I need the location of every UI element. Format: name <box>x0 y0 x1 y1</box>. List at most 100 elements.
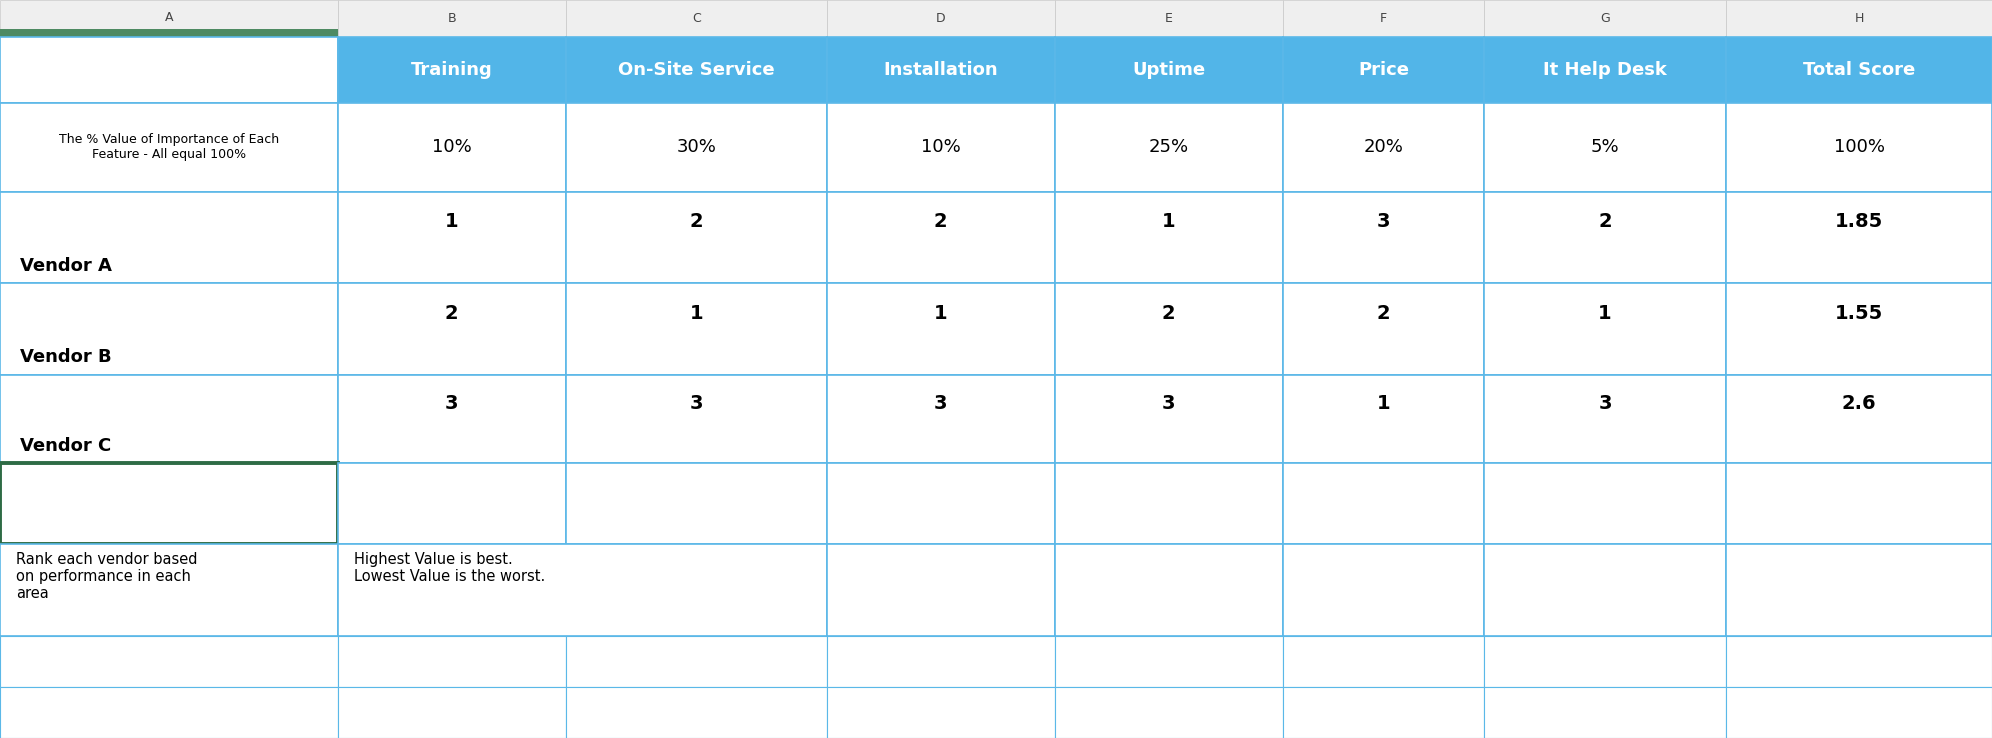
Text: 2: 2 <box>1376 304 1390 323</box>
Bar <box>827 687 1056 738</box>
Bar <box>1725 103 1992 192</box>
Bar <box>0 0 339 36</box>
Text: 30%: 30% <box>675 139 717 156</box>
Text: 5%: 5% <box>1592 139 1619 156</box>
Text: 1: 1 <box>444 212 458 231</box>
Bar <box>827 545 1056 636</box>
Bar <box>1484 192 1725 283</box>
Bar <box>1056 687 1283 738</box>
Bar <box>1056 37 1283 103</box>
Text: 10%: 10% <box>432 139 472 156</box>
Bar <box>0 30 339 36</box>
Bar <box>566 0 827 36</box>
Bar <box>1725 192 1992 283</box>
Text: 1: 1 <box>934 304 948 323</box>
Bar <box>1725 37 1992 103</box>
Bar <box>1484 463 1725 545</box>
Text: The % Value of Importance of Each
Feature - All equal 100%: The % Value of Importance of Each Featur… <box>58 134 279 162</box>
Bar <box>1283 545 1484 636</box>
Bar <box>1725 0 1992 36</box>
Bar <box>0 636 339 687</box>
Bar <box>0 283 339 376</box>
Bar <box>1056 375 1283 463</box>
Bar <box>1056 0 1283 36</box>
Text: 2: 2 <box>1598 212 1612 231</box>
Bar <box>566 192 827 283</box>
Bar <box>0 37 339 103</box>
Text: 100%: 100% <box>1833 139 1884 156</box>
Text: 2.6: 2.6 <box>1843 394 1876 413</box>
Text: Vendor C: Vendor C <box>20 437 112 455</box>
Bar <box>0 103 339 192</box>
Text: 1.85: 1.85 <box>1835 212 1882 231</box>
Bar <box>566 375 827 463</box>
Bar <box>339 37 566 103</box>
Text: 1.55: 1.55 <box>1835 304 1882 323</box>
Text: 3: 3 <box>1376 212 1390 231</box>
Bar <box>1056 192 1283 283</box>
Bar <box>1283 0 1484 36</box>
Bar <box>0 375 339 463</box>
Text: Installation: Installation <box>882 61 998 79</box>
Text: 2: 2 <box>689 212 703 231</box>
Text: C: C <box>691 12 701 25</box>
Text: 1: 1 <box>1598 304 1612 323</box>
Text: Training: Training <box>410 61 492 79</box>
Bar <box>1283 37 1484 103</box>
Text: A: A <box>165 10 173 24</box>
Bar <box>1725 463 1992 545</box>
Text: H: H <box>1855 12 1865 25</box>
Bar <box>827 636 1056 687</box>
Text: E: E <box>1165 12 1173 25</box>
Text: 1: 1 <box>1376 394 1390 413</box>
Bar <box>566 687 827 738</box>
Text: 2: 2 <box>934 212 948 231</box>
Bar <box>1484 636 1725 687</box>
Bar <box>566 103 827 192</box>
Bar <box>1484 687 1725 738</box>
Bar <box>339 463 566 545</box>
Bar <box>1056 463 1283 545</box>
Text: On-Site Service: On-Site Service <box>618 61 775 79</box>
Text: 1: 1 <box>689 304 703 323</box>
Bar <box>339 0 566 36</box>
Bar <box>339 545 827 636</box>
Bar <box>1725 283 1992 376</box>
Bar <box>1056 545 1283 636</box>
Bar <box>1484 375 1725 463</box>
Bar <box>1484 37 1725 103</box>
Text: 2: 2 <box>1161 304 1175 323</box>
Bar <box>1484 545 1725 636</box>
Text: 10%: 10% <box>920 139 960 156</box>
Bar <box>1484 0 1725 36</box>
Bar <box>827 283 1056 376</box>
Text: 3: 3 <box>1161 394 1175 413</box>
Bar <box>339 192 566 283</box>
Text: Uptime: Uptime <box>1131 61 1205 79</box>
Bar <box>0 192 339 283</box>
Text: 3: 3 <box>689 394 703 413</box>
Bar <box>827 463 1056 545</box>
Bar <box>1484 103 1725 192</box>
Bar <box>566 283 827 376</box>
Bar <box>1283 463 1484 545</box>
Bar <box>566 463 827 545</box>
Text: It Help Desk: It Help Desk <box>1544 61 1667 79</box>
Text: 3: 3 <box>444 394 458 413</box>
Text: F: F <box>1380 12 1386 25</box>
Bar <box>566 636 827 687</box>
Text: D: D <box>936 12 946 25</box>
Bar <box>1283 283 1484 376</box>
Text: 3: 3 <box>934 394 948 413</box>
Bar <box>339 636 566 687</box>
Bar <box>1725 375 1992 463</box>
Bar <box>827 37 1056 103</box>
Bar <box>1056 283 1283 376</box>
Bar <box>566 37 827 103</box>
Bar <box>827 375 1056 463</box>
Bar <box>1725 687 1992 738</box>
Bar <box>1283 636 1484 687</box>
Bar <box>0 463 339 545</box>
Text: Rank each vendor based
on performance in each
area: Rank each vendor based on performance in… <box>16 552 197 601</box>
Text: B: B <box>448 12 456 25</box>
